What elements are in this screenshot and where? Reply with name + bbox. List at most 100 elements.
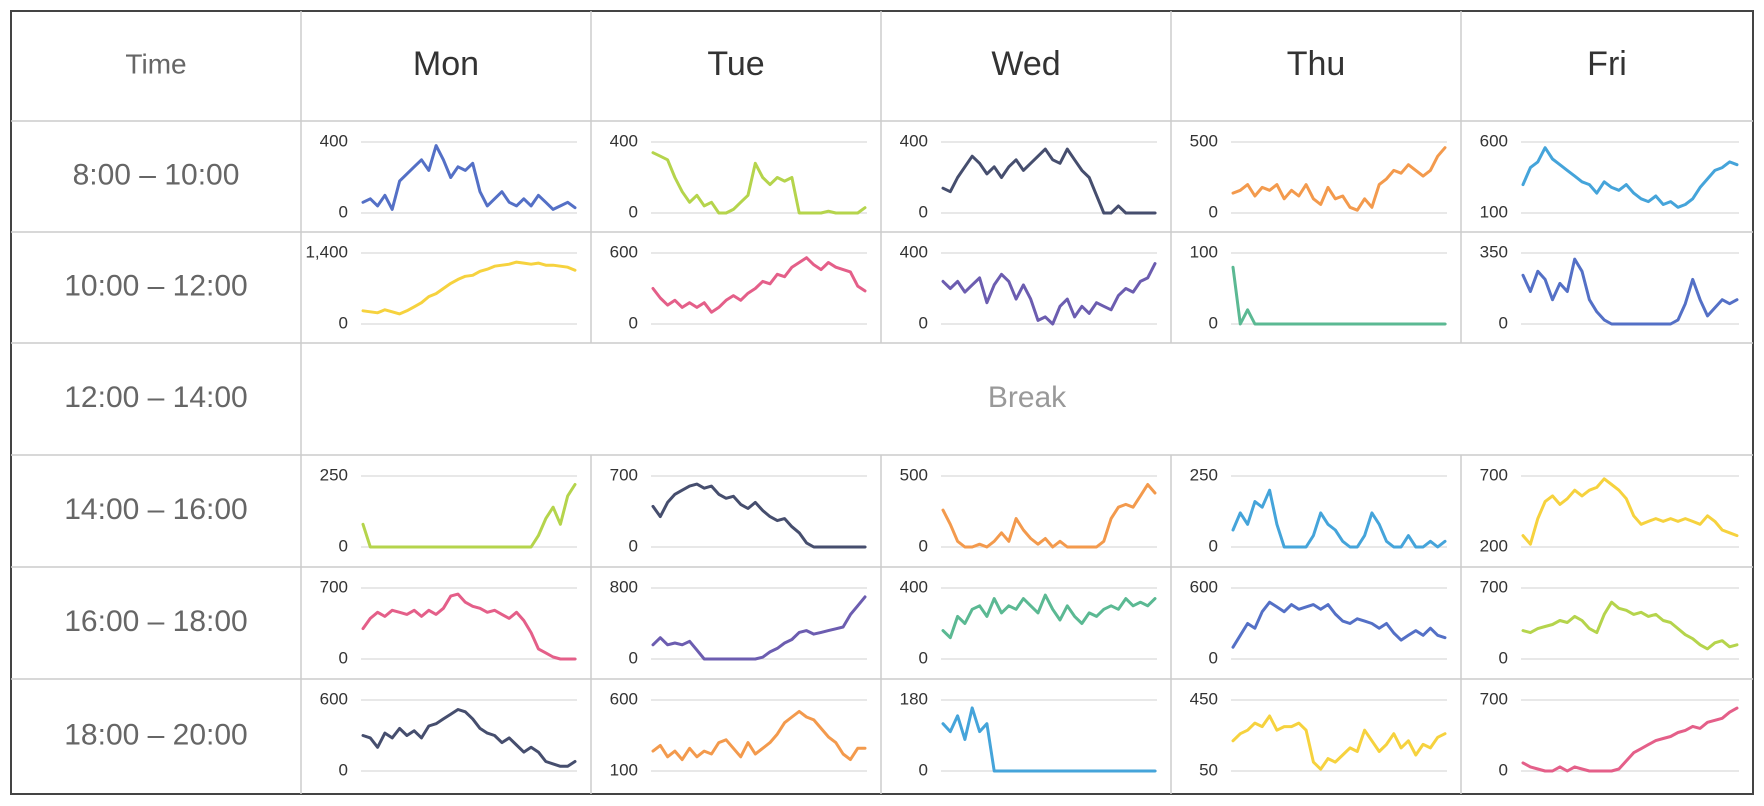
series-line [651, 482, 867, 549]
series-line [1521, 146, 1739, 209]
cell-chart-tue-4: 800 0 [610, 577, 867, 667]
series-line [1231, 714, 1447, 771]
cell-chart-fri-1: 350 0 [1480, 242, 1739, 332]
series-line [361, 708, 577, 768]
y-tick-max: 400 [320, 131, 348, 150]
cell-chart-wed-3: 500 0 [900, 465, 1157, 555]
series-line [941, 483, 1157, 549]
series-line [1521, 257, 1739, 326]
series-line [1231, 146, 1447, 212]
series-line [361, 483, 577, 549]
series-line [651, 256, 867, 314]
cell-chart-fri-4: 700 0 [1480, 577, 1739, 667]
y-tick-min: 100 [610, 760, 638, 779]
series-line [651, 709, 867, 762]
cell-chart-thu-0: 500 0 [1190, 131, 1447, 221]
y-tick-min: 0 [1499, 648, 1508, 667]
y-tick-min: 0 [919, 202, 928, 221]
y-tick-min: 0 [339, 536, 348, 555]
y-tick-min: 0 [339, 760, 348, 779]
y-tick-max: 700 [1480, 689, 1508, 708]
y-tick-min: 0 [339, 313, 348, 332]
header-day-mon: Mon [413, 45, 479, 83]
y-tick-max: 600 [320, 689, 348, 708]
y-tick-max: 600 [610, 689, 638, 708]
table-border [10, 10, 1754, 795]
cell-chart-thu-5: 450 50 [1190, 689, 1447, 779]
series-line [1231, 488, 1447, 549]
header-time: Time [125, 48, 186, 79]
y-tick-min: 0 [629, 648, 638, 667]
header-day-wed: Wed [991, 45, 1060, 83]
y-tick-max: 500 [1190, 131, 1218, 150]
series-line [941, 262, 1157, 326]
header-day-thu: Thu [1287, 45, 1346, 83]
y-tick-min: 200 [1480, 536, 1508, 555]
table-grid-lines [10, 10, 1754, 795]
cell-chart-fri-3: 700 200 [1480, 465, 1739, 555]
break-label: Break [988, 381, 1067, 414]
cell-chart-mon-0: 400 0 [320, 131, 577, 221]
header-day-tue: Tue [707, 45, 764, 83]
y-tick-min: 0 [1499, 313, 1508, 332]
y-tick-max: 100 [1190, 242, 1218, 261]
series-line [941, 706, 1157, 773]
cell-chart-tue-3: 700 0 [610, 465, 867, 555]
slot-labels: 8:00 – 10:00 10:00 – 12:00 12:00 – 14:00 14… [64, 158, 248, 751]
slot-label: 18:00 – 20:00 [64, 718, 248, 751]
header-row: Time Mon Tue Wed Thu Fri [125, 45, 1626, 83]
y-tick-max: 700 [320, 577, 348, 596]
y-tick-min: 0 [919, 536, 928, 555]
y-tick-max: 600 [610, 242, 638, 261]
cell-chart-wed-1: 400 0 [900, 242, 1157, 332]
y-tick-max: 450 [1190, 689, 1218, 708]
series-line [1521, 600, 1739, 651]
y-tick-max: 700 [1480, 465, 1508, 484]
cell-chart-tue-0: 400 0 [610, 131, 867, 221]
cell-chart-tue-5: 600 100 [610, 689, 867, 779]
y-tick-max: 700 [610, 465, 638, 484]
series-line [361, 592, 577, 661]
y-tick-min: 0 [919, 648, 928, 667]
cell-chart-thu-1: 100 0 [1190, 242, 1447, 332]
y-tick-max: 250 [1190, 465, 1218, 484]
y-tick-min: 0 [339, 202, 348, 221]
y-tick-max: 180 [900, 689, 928, 708]
slot-label: 12:00 – 14:00 [64, 381, 248, 414]
y-tick-max: 500 [900, 465, 928, 484]
y-tick-min: 0 [919, 760, 928, 779]
cell-chart-thu-3: 250 0 [1190, 465, 1447, 555]
y-tick-min: 0 [1499, 760, 1508, 779]
cell-chart-mon-4: 700 0 [320, 577, 577, 667]
series-line [651, 151, 867, 215]
series-line [361, 260, 577, 316]
y-tick-min: 0 [1209, 313, 1218, 332]
series-line [1231, 265, 1447, 326]
y-tick-max: 400 [900, 242, 928, 261]
y-tick-min: 0 [629, 536, 638, 555]
y-tick-max: 400 [900, 577, 928, 596]
y-tick-max: 250 [320, 465, 348, 484]
y-tick-max: 700 [1480, 577, 1508, 596]
series-line [361, 144, 577, 211]
slot-label: 10:00 – 12:00 [64, 269, 248, 302]
y-tick-max: 400 [610, 131, 638, 150]
y-tick-max: 800 [610, 577, 638, 596]
y-tick-min: 0 [629, 313, 638, 332]
y-tick-max: 600 [1190, 577, 1218, 596]
cell-chart-mon-3: 250 0 [320, 465, 577, 555]
y-tick-min: 0 [1209, 536, 1218, 555]
series-line [1231, 600, 1447, 649]
series-line [651, 595, 867, 661]
series-line [1521, 706, 1739, 773]
y-tick-max: 400 [900, 131, 928, 150]
series-line [941, 147, 1157, 215]
slot-label: 16:00 – 18:00 [64, 605, 248, 638]
cell-chart-mon-1: 1,400 0 [305, 242, 577, 332]
cell-chart-thu-4: 600 0 [1190, 577, 1447, 667]
y-tick-min: 100 [1480, 202, 1508, 221]
y-tick-min: 0 [919, 313, 928, 332]
y-tick-max: 1,400 [305, 242, 348, 261]
cell-chart-wed-4: 400 0 [900, 577, 1157, 667]
